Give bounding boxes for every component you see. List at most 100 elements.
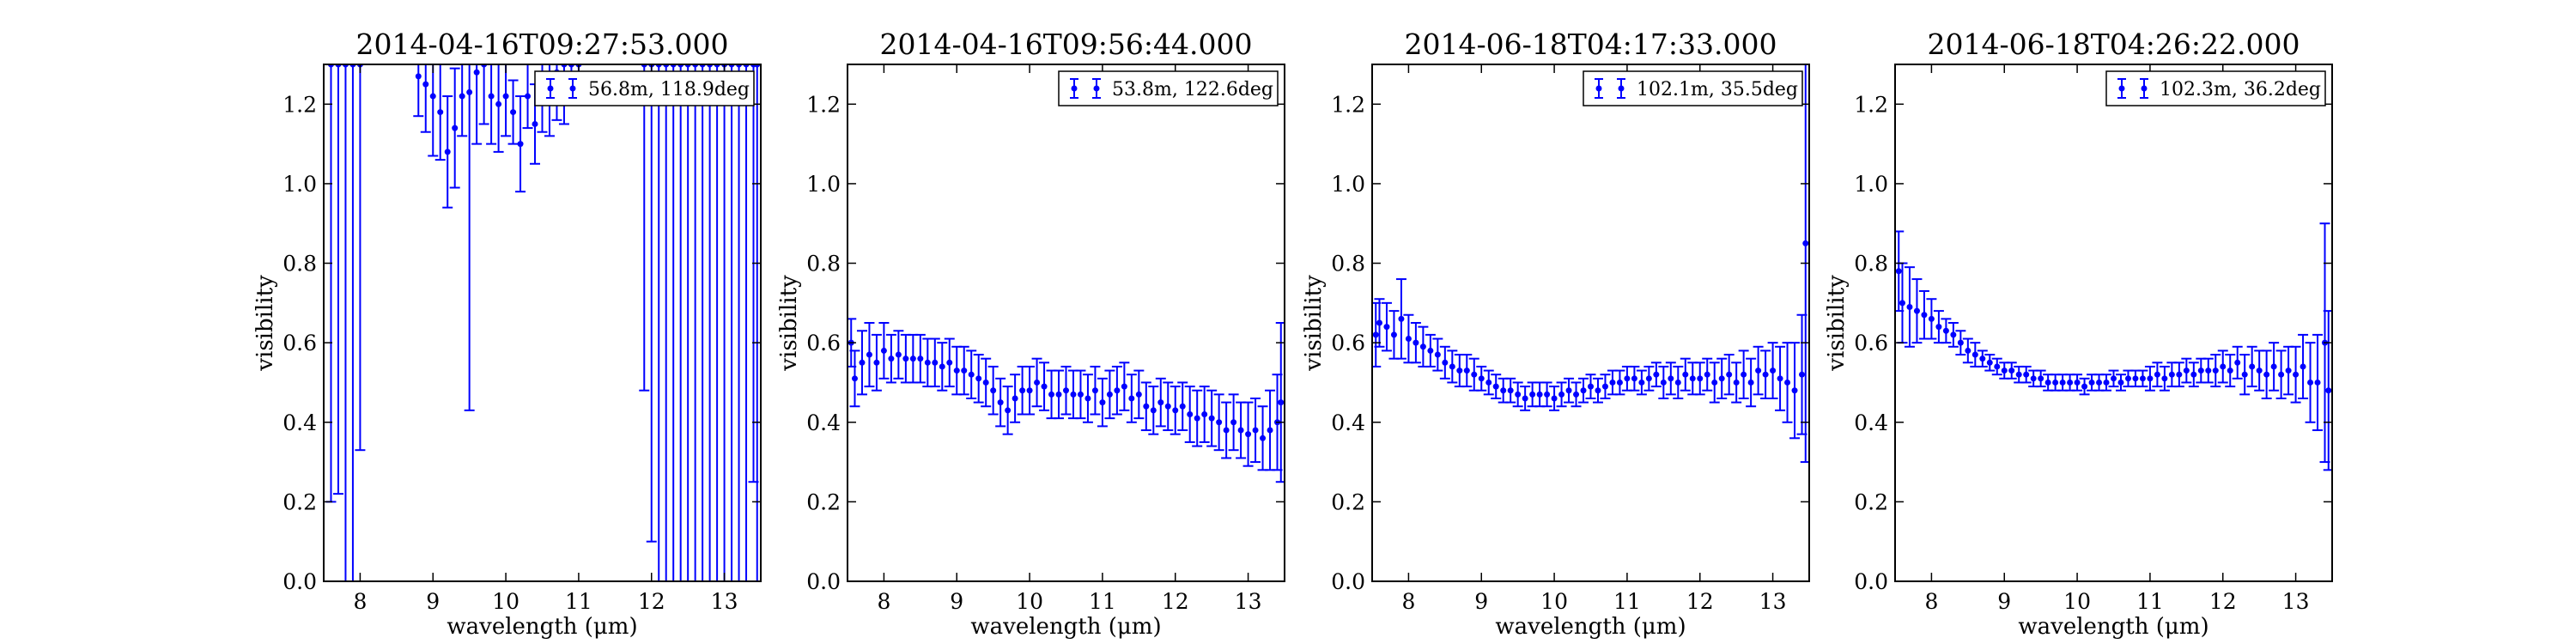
data-point bbox=[1616, 379, 1623, 386]
data-point bbox=[873, 359, 880, 366]
data-point bbox=[1689, 375, 1696, 382]
data-point bbox=[2111, 375, 2117, 382]
data-point bbox=[1376, 319, 1382, 326]
data-point bbox=[2227, 368, 2233, 374]
data-point bbox=[1986, 359, 1993, 366]
data-point bbox=[1965, 347, 1971, 354]
data-point bbox=[1077, 391, 1084, 398]
y-tick-label: 1.2 bbox=[806, 92, 841, 117]
data-point bbox=[1971, 351, 1978, 358]
data-point bbox=[1770, 368, 1777, 374]
data-point bbox=[1522, 395, 1528, 402]
data-point bbox=[1762, 371, 1769, 378]
y-tick-label: 0.6 bbox=[283, 331, 317, 355]
data-point bbox=[2285, 368, 2292, 374]
data-point bbox=[1405, 336, 1412, 343]
data-point bbox=[1048, 391, 1055, 398]
data-point bbox=[1260, 434, 1267, 441]
data-point bbox=[1208, 415, 1215, 422]
data-point bbox=[1653, 371, 1660, 378]
data-point bbox=[2168, 371, 2175, 378]
data-point bbox=[2088, 379, 2095, 386]
data-point bbox=[2263, 371, 2270, 378]
legend-label: 56.8m, 118.9deg bbox=[588, 79, 750, 100]
data-point bbox=[1223, 427, 1230, 434]
data-point bbox=[880, 347, 887, 354]
data-point bbox=[1267, 427, 1273, 434]
data-point bbox=[2234, 359, 2241, 366]
data-point bbox=[1442, 359, 1449, 366]
data-point bbox=[2220, 363, 2227, 370]
y-tick-label: 0.8 bbox=[1854, 252, 1888, 276]
x-axis-label: wavelength (μm) bbox=[2018, 614, 2208, 640]
legend: 102.3m, 36.2deg bbox=[2105, 70, 2326, 106]
data-point bbox=[1928, 315, 1935, 322]
data-point bbox=[2132, 375, 2139, 382]
data-point bbox=[1237, 427, 1244, 434]
data-point bbox=[2278, 371, 2285, 378]
x-tick-label: 11 bbox=[2136, 589, 2164, 614]
data-point bbox=[2139, 375, 2146, 382]
data-point bbox=[2052, 379, 2059, 386]
data-point bbox=[525, 93, 532, 100]
data-point bbox=[502, 93, 509, 100]
data-point bbox=[1682, 371, 1689, 378]
data-point bbox=[1372, 331, 1379, 338]
y-tick-label: 0.6 bbox=[806, 331, 841, 355]
x-tick-label: 12 bbox=[1162, 589, 1189, 614]
data-point bbox=[1935, 324, 1942, 331]
y-tick-label: 0.2 bbox=[1331, 489, 1365, 514]
data-point bbox=[1755, 368, 1762, 374]
legend: 53.8m, 122.6deg bbox=[1058, 70, 1279, 106]
y-tick-label: 1.2 bbox=[283, 92, 317, 117]
data-point bbox=[459, 93, 465, 100]
data-point bbox=[1638, 379, 1645, 386]
data-point bbox=[1099, 399, 1106, 406]
data-point bbox=[2325, 387, 2332, 394]
data-point bbox=[1777, 375, 1783, 382]
data-point bbox=[1034, 379, 1041, 386]
data-layer bbox=[848, 318, 1285, 483]
data-point bbox=[2147, 375, 2154, 382]
data-layer bbox=[1895, 222, 2332, 471]
legend-label: 102.3m, 36.2deg bbox=[2160, 79, 2321, 100]
data-point bbox=[1106, 391, 1113, 398]
data-point bbox=[1747, 379, 1754, 386]
data-point bbox=[1565, 387, 1572, 394]
data-point bbox=[2103, 379, 2110, 386]
data-point bbox=[1434, 351, 1441, 358]
data-point bbox=[2124, 375, 2131, 382]
data-point bbox=[866, 351, 872, 358]
data-point bbox=[1799, 371, 1806, 378]
y-tick-label: 0.4 bbox=[1854, 410, 1888, 435]
data-point bbox=[1150, 407, 1157, 414]
data-point bbox=[1427, 347, 1434, 354]
data-point bbox=[909, 355, 916, 362]
x-tick-label: 11 bbox=[1089, 589, 1116, 614]
data-point bbox=[1005, 407, 1012, 414]
y-tick-label: 0.4 bbox=[1331, 410, 1365, 435]
data-point bbox=[2190, 371, 2197, 378]
data-point bbox=[2176, 371, 2183, 378]
data-point bbox=[1398, 315, 1405, 322]
data-point bbox=[2081, 383, 2088, 390]
y-tick-label: 0.8 bbox=[1331, 252, 1365, 276]
x-tick-label: 9 bbox=[1997, 589, 2011, 614]
data-point bbox=[1216, 419, 1223, 426]
data-point bbox=[1055, 391, 1062, 398]
x-axis-label: wavelength (μm) bbox=[970, 614, 1161, 640]
data-point bbox=[1942, 327, 1949, 334]
data-point bbox=[1609, 379, 1616, 386]
data-point bbox=[1551, 395, 1558, 402]
y-tick-label: 1.2 bbox=[1854, 92, 1888, 117]
chart-title: 2014-04-16T09:27:53.000 bbox=[356, 27, 729, 61]
data-point bbox=[1784, 379, 1791, 386]
data-point bbox=[1674, 379, 1681, 386]
data-point bbox=[1091, 387, 1098, 394]
data-point bbox=[2059, 379, 2066, 386]
data-point bbox=[1802, 240, 1809, 246]
data-point bbox=[1660, 379, 1667, 386]
data-point bbox=[1601, 383, 1608, 390]
data-point bbox=[1558, 391, 1565, 398]
